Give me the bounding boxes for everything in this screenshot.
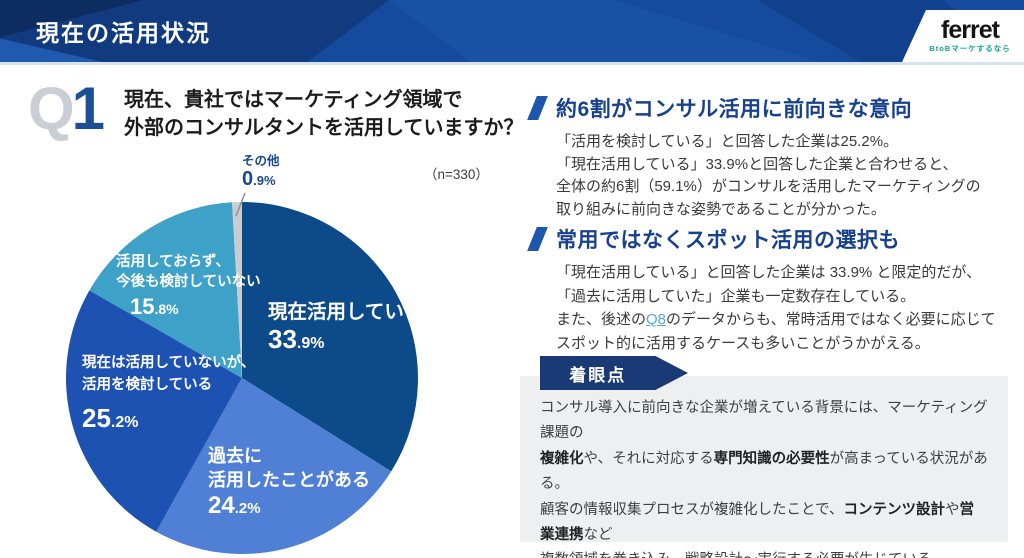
focus-point-badge-label: 着眼点 — [569, 365, 627, 385]
focus-line: 複数領域を巻き込み、戦略設計～実行する必要が生じている。 — [540, 548, 988, 558]
q8-link[interactable]: Q8 — [646, 311, 667, 328]
question-line: 現在、貴社ではマーケティング領域で — [124, 89, 463, 111]
header: 現在の活用状況 ferret BtoBマーケするなら — [0, 0, 1024, 62]
page-title: 現在の活用状況 — [36, 20, 211, 46]
insight-heading-text: 常用ではなくスポット活用の選択も — [556, 229, 900, 252]
paragraph-line: 「過去に活用していた」企業も一定数存在している。 — [556, 287, 916, 305]
pie-slice-0 — [242, 202, 418, 472]
pie-label-text: 活用しておらず、 — [116, 254, 230, 270]
focus-point-box: コンサル導入に前向きな企業が増えている背景には、マーケティング課題の 複雑化や、… — [520, 376, 1008, 558]
insight-paragraph-2: 「現在活用している」と回答した企業は 33.9% と限定的だが、 「過去に活用し… — [556, 261, 996, 355]
question-digit: 1 — [71, 75, 105, 142]
focus-line: 複雑化や、それに対応する専門知識の必要性が高まっている状況がある。 — [540, 450, 988, 493]
leader-line — [235, 192, 246, 217]
pie-label-percent: 25.2% — [82, 403, 139, 433]
focus-line: コンサル導入に前向きな企業が増えている背景には、マーケティング課題の — [540, 400, 988, 442]
paragraph-line: 「現在活用している」と回答した企業は 33.9% と限定的だが、 — [556, 264, 982, 281]
question-text: 現在、貴社ではマーケティング領域で 外部のコンサルタントを活用していますか？ — [124, 86, 523, 142]
ferret-logo: ferret BtoBマーケするなら — [902, 10, 1024, 62]
slash-icon — [527, 96, 548, 120]
focus-point-badge: 着眼点 — [540, 356, 688, 390]
insight-heading-text: 約6割がコンサル活用に前向きな意向 — [556, 98, 913, 121]
pie-label-current: 現在活用している 33.9% — [268, 300, 423, 355]
ferret-logo-text: ferret — [941, 16, 1000, 44]
pie-label-percent: 15.8% — [130, 294, 179, 319]
pie-label-text: 今後も検討していない — [116, 274, 261, 290]
header-separator — [0, 62, 1024, 65]
pie-label-text: 活用を検討している — [82, 377, 213, 393]
pie-chart: 現在活用している 33.9% 過去に 活用したことがある 24.2% 現在は活用… — [40, 150, 460, 558]
pie-label-past: 過去に 活用したことがある 24.2% — [208, 444, 370, 520]
pie-label-text: 過去に — [208, 446, 262, 466]
question-number-badge: Q1 — [28, 79, 105, 139]
pie-label-text: その他 — [242, 154, 280, 168]
pie-slice-4 — [232, 202, 242, 378]
paragraph-line: 全体の約6割（59.1%）がコンサルを活用したマーケティングの — [556, 178, 981, 195]
paragraph-line: 取り組みに前向きな姿勢であることが分かった。 — [556, 200, 886, 218]
question-line: 外部のコンサルタントを活用していますか？ — [124, 117, 524, 139]
insight-paragraph-1: 「活用を検討している」と回答した企業は25.2%。 「現在活用している」33.9… — [556, 131, 981, 221]
pie-slice-3 — [89, 202, 243, 378]
paragraph-line: 「活用を検討している」と回答した企業は25.2%。 — [556, 133, 899, 150]
pie-label-considering: 現在は活用していないが、 活用を検討している 25.2% — [82, 352, 255, 434]
pie-label-percent: 0.9% — [242, 168, 276, 190]
slash-icon — [527, 227, 548, 251]
paragraph-line: 「現在活用している」33.9%と回答した企業と合わせると、 — [556, 155, 958, 173]
focus-line: 顧客の情報収集プロセスが複雑化したことで、コンテンツ設計や営業連携など — [540, 501, 974, 544]
pie-label-percent: 33.9% — [268, 324, 325, 354]
insight-heading-2: 常用ではなくスポット活用の選択も — [527, 224, 900, 254]
pie-slice-1 — [156, 378, 392, 554]
pie-slice-2 — [66, 290, 242, 532]
sample-size: （n=330） — [424, 167, 489, 182]
pie-label-other: その他 0.9% — [242, 154, 280, 191]
paragraph-line: スポット的に活用するケースも多いことがうかがえる。 — [556, 334, 930, 352]
insight-heading-1: 約6割がコンサル活用に前向きな意向 — [527, 93, 913, 123]
pie-label-percent: 24.2% — [208, 492, 261, 519]
ferret-logo-tagline: BtoBマーケするなら — [929, 44, 1011, 53]
pie-label-text: 活用したことがある — [208, 470, 370, 490]
paragraph-line: また、後述のQ8のデータからも、常時活用ではなく必要に応じて — [556, 311, 996, 328]
pie-label-text: 現在は活用していないが、 — [82, 355, 256, 371]
question-letter: Q — [28, 75, 75, 142]
pie-label-not-considering: 活用しておらず、 今後も検討していない 15.8% — [116, 252, 261, 320]
pie-label-text: 現在活用している — [268, 301, 424, 323]
pie-svg — [66, 192, 418, 554]
question-block: Q1 現在、貴社ではマーケティング領域で 外部のコンサルタントを活用していますか… — [28, 79, 523, 142]
